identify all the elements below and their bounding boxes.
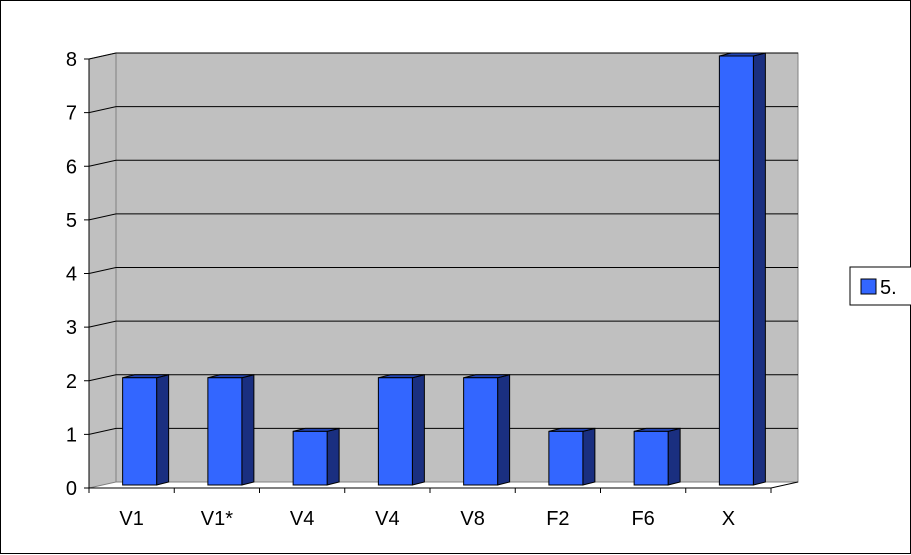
bar-front xyxy=(122,377,158,486)
y-tick-label: 0 xyxy=(66,478,77,500)
bar xyxy=(463,374,511,486)
y-tick-label: 4 xyxy=(66,264,77,286)
bar-side xyxy=(411,374,425,486)
legend: 5. xyxy=(849,266,911,306)
bar-front xyxy=(548,430,584,486)
legend-swatch xyxy=(860,278,877,295)
x-axis-ticks: V1 V1* V4 V4 V8 F2 F6 X xyxy=(88,488,772,530)
y-tick-label: 8 xyxy=(66,49,77,71)
y-tick-label: 5 xyxy=(66,210,77,232)
y-tick-label: 1 xyxy=(66,424,77,446)
legend-label: 5. xyxy=(880,277,897,299)
gridline xyxy=(88,159,798,167)
y-tick-label: 7 xyxy=(66,103,77,125)
x-tick-label: X xyxy=(722,508,735,530)
x-tick-label: F2 xyxy=(546,508,569,530)
bar-front xyxy=(377,377,413,486)
bar-side xyxy=(326,427,340,486)
bar xyxy=(377,374,425,486)
floor-edge xyxy=(770,481,799,489)
legend-box xyxy=(849,266,911,306)
gridline xyxy=(88,106,798,114)
gridline xyxy=(88,213,798,221)
x-tick-label: V1 xyxy=(119,508,143,530)
bar-side xyxy=(752,52,766,486)
x-tick-label: V4 xyxy=(290,508,314,530)
x-tick-label: V8 xyxy=(460,508,484,530)
bar-side xyxy=(582,427,596,486)
bar xyxy=(718,52,766,486)
gridline xyxy=(88,267,798,274)
bar xyxy=(548,427,596,486)
bar xyxy=(207,374,255,486)
bar xyxy=(292,427,340,486)
y-tick-label: 6 xyxy=(66,156,77,178)
x-tick-label: V4 xyxy=(375,508,399,530)
chart-walls xyxy=(88,52,799,489)
bar-side xyxy=(241,374,255,486)
y-tick-label: 2 xyxy=(66,371,77,393)
bars xyxy=(122,52,766,486)
gridline xyxy=(88,320,798,328)
bar-front xyxy=(463,377,499,486)
bar-front xyxy=(633,430,669,486)
y-tick-label: 3 xyxy=(66,317,77,339)
bar-side xyxy=(497,374,511,486)
bar-side xyxy=(156,374,170,486)
x-tick-label: F6 xyxy=(631,508,654,530)
bar-front xyxy=(718,55,754,486)
bar xyxy=(122,374,170,486)
gridlines xyxy=(88,52,798,435)
x-tick-label: V1* xyxy=(201,508,233,530)
bar-side xyxy=(667,427,681,486)
bar-front xyxy=(207,377,243,486)
bar xyxy=(633,427,681,486)
bar-front xyxy=(292,430,328,486)
gridline xyxy=(88,52,798,60)
y-axis-ticks: 0 1 2 3 4 5 6 7 8 xyxy=(66,49,89,500)
gridline xyxy=(88,374,798,382)
